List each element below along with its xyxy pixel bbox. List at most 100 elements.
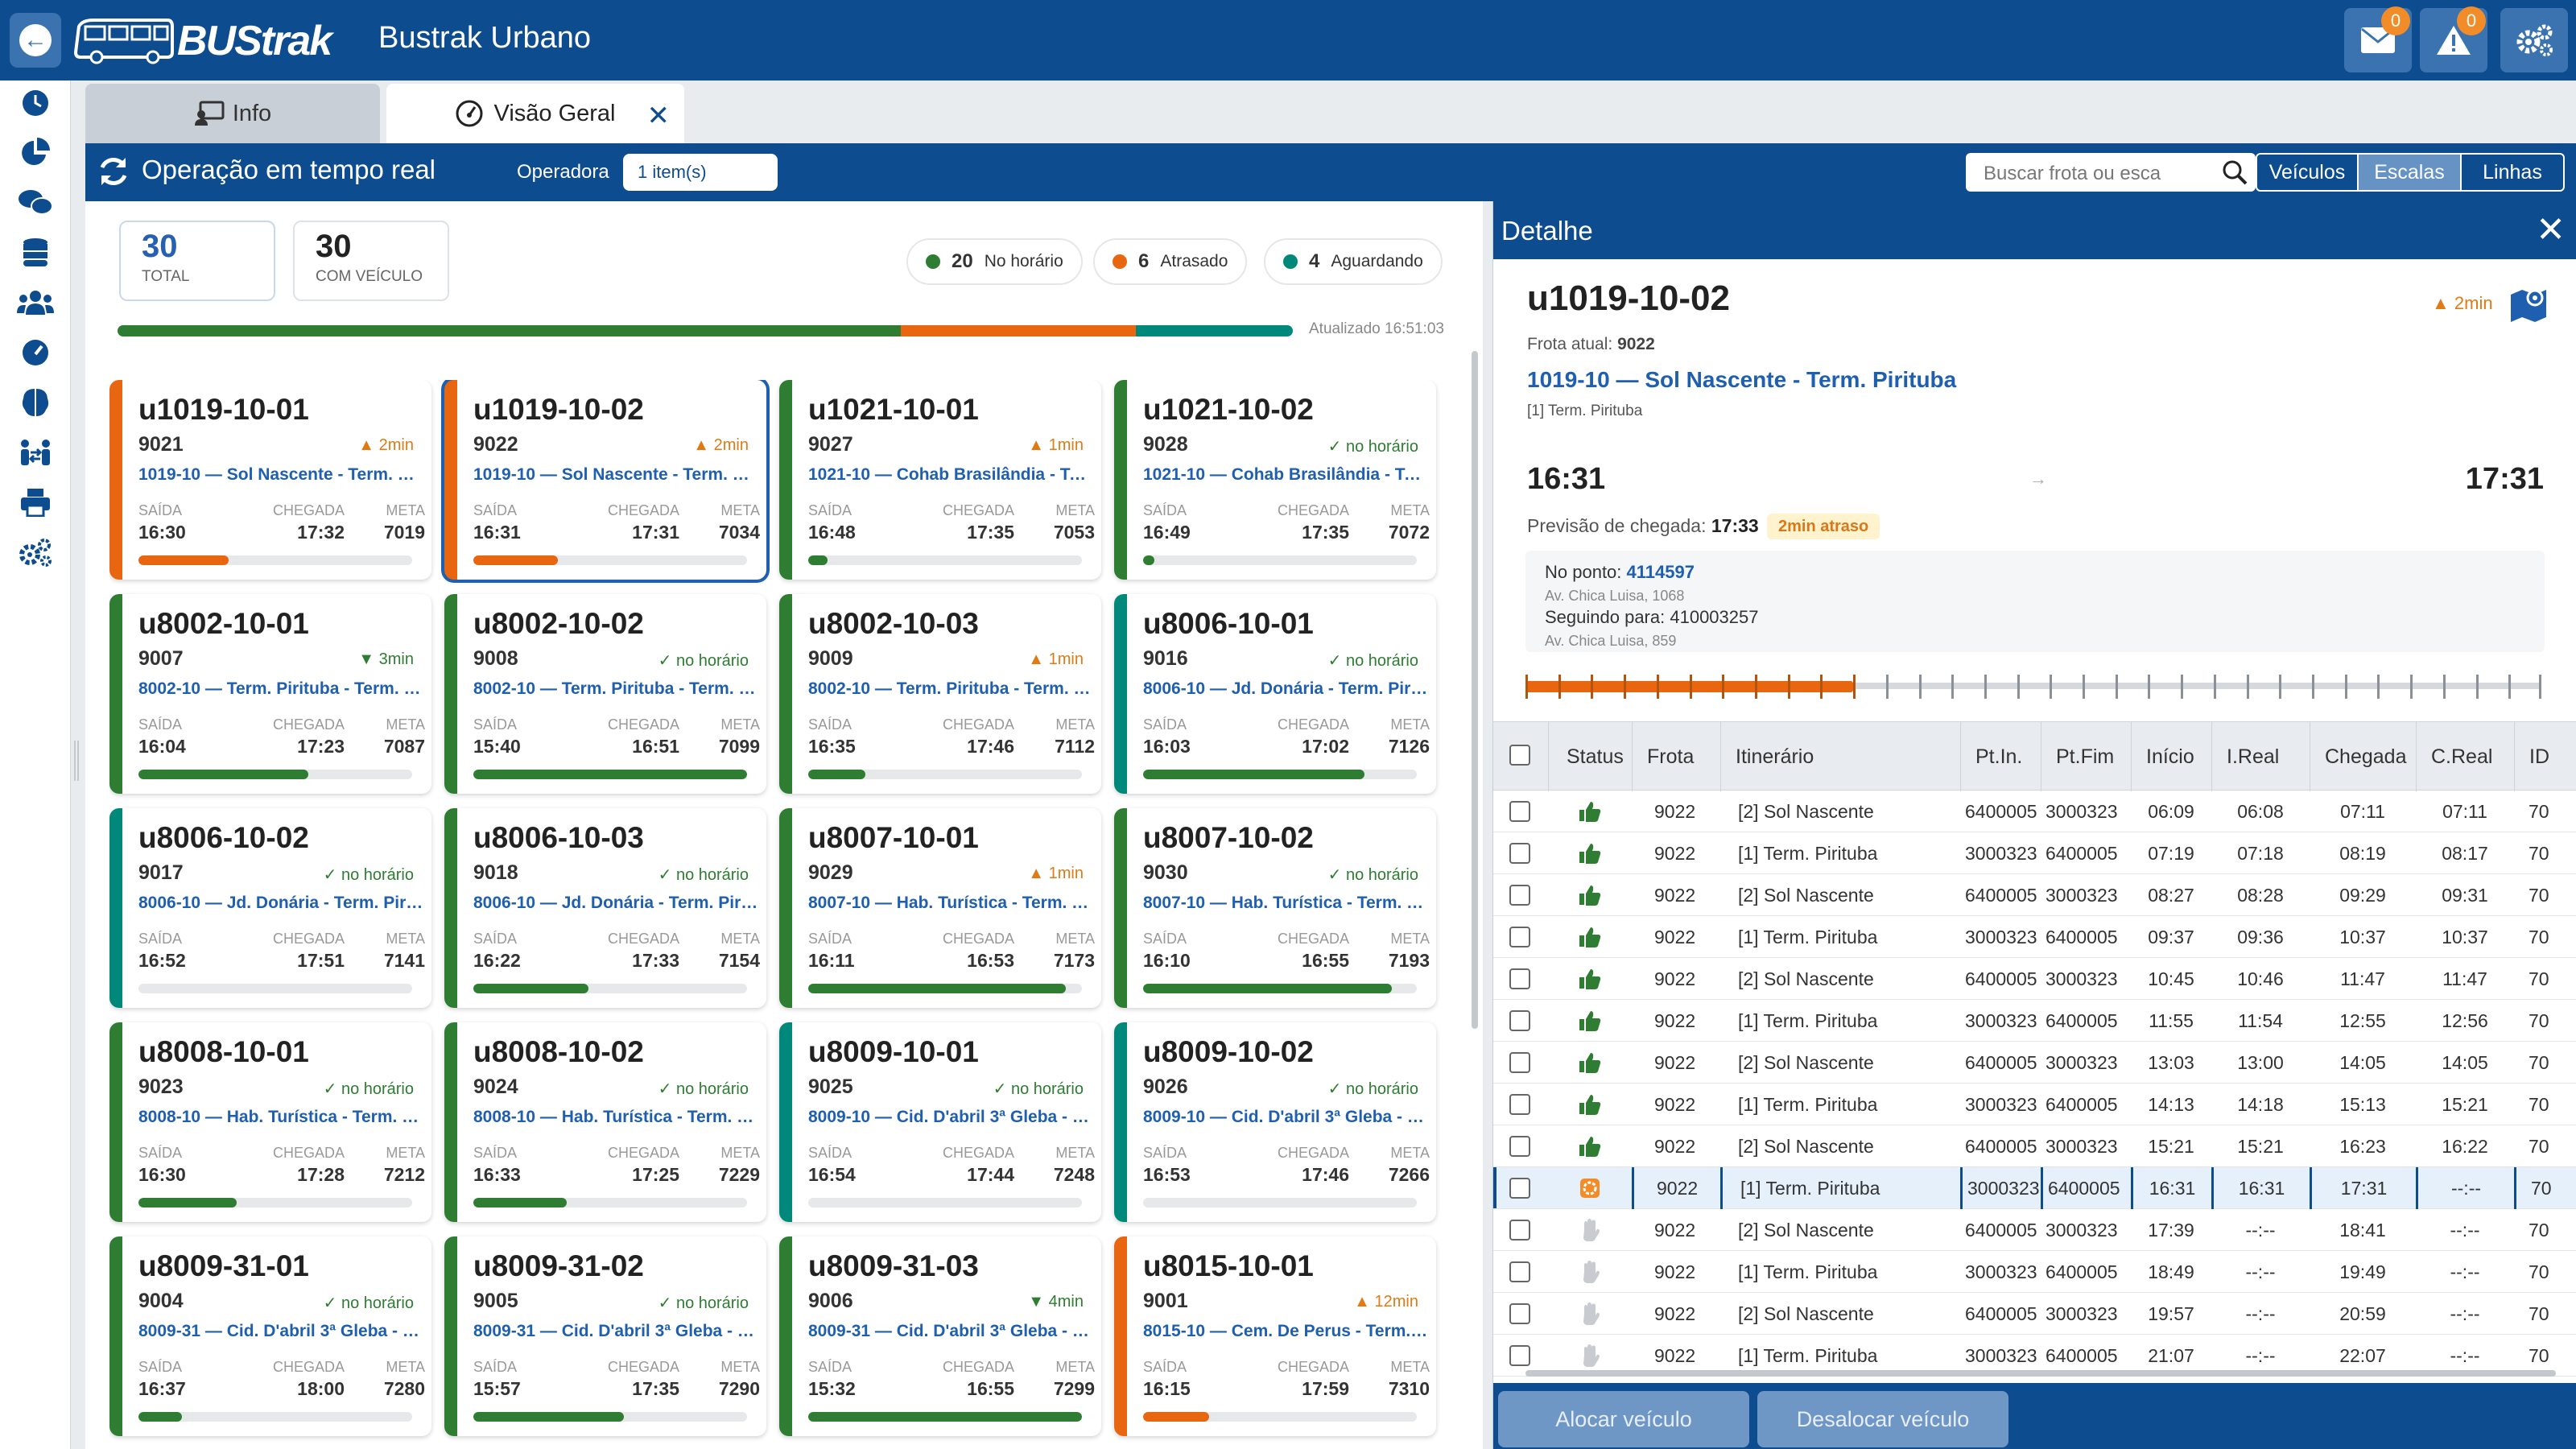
resize-grip[interactable] [74, 741, 79, 781]
table-row[interactable]: 9022 [2] Sol Nascente 6400005 3000323 19:57 -… [1493, 1293, 2576, 1335]
row-checkbox[interactable] [1509, 968, 1530, 989]
schedule-card[interactable]: u8002-10-03 9009 ▲ 1min 8002-10 — Term. Pir… [779, 594, 1101, 794]
settings-button[interactable] [2500, 8, 2568, 72]
alocar-veiculo-button[interactable]: Alocar veículo [1498, 1391, 1749, 1447]
schedule-card[interactable]: u1021-10-02 9028 ✓ no horário 1021-10 — Coh… [1114, 380, 1436, 580]
row-checkbox[interactable] [1509, 1094, 1530, 1115]
back-button[interactable]: ← [10, 13, 61, 68]
current-stop-id[interactable]: 4114597 [1626, 562, 1695, 582]
schedule-card[interactable]: u8009-31-03 9006 ▼ 4min 8009-31 — Cid. D'ab… [779, 1236, 1101, 1436]
select-all-checkbox[interactable] [1509, 745, 1530, 766]
desalocar-veiculo-button[interactable]: Desalocar veículo [1757, 1391, 2008, 1447]
fleet-search-input[interactable]: Buscar frota ou esca [1966, 153, 2256, 192]
database-icon[interactable] [16, 233, 55, 272]
table-row[interactable]: 9022 [1] Term. Pirituba 3000323 6400005 07:1… [1493, 832, 2576, 874]
schedule-card[interactable]: u8009-10-02 9026 ✓ no horário 8009-10 — Cid… [1114, 1022, 1436, 1222]
table-row[interactable]: 9022 [1] Term. Pirituba 3000323 6400005 16:3… [1493, 1167, 2576, 1209]
map-location-icon[interactable] [2509, 285, 2548, 322]
table-row[interactable]: 9022 [1] Term. Pirituba 3000323 6400005 14:1… [1493, 1084, 2576, 1125]
detail-line[interactable]: 1019-10 — Sol Nascente - Term. Pirituba [1527, 367, 1957, 392]
seg-veiculos[interactable]: Veículos [2257, 155, 2359, 190]
alerts-button[interactable]: 0 [2420, 6, 2487, 72]
gauge-icon[interactable] [16, 333, 55, 372]
row-checkbox[interactable] [1509, 801, 1530, 822]
schedule-card[interactable]: u8007-10-01 9029 ▲ 1min 8007-10 — Hab. Turí… [779, 808, 1101, 1008]
table-row[interactable]: 9022 [2] Sol Nascente 6400005 3000323 13:03 1… [1493, 1042, 2576, 1084]
schedule-card[interactable]: u1019-10-02 9022 ▲ 2min 1019-10 — Sol Nasce… [444, 380, 766, 580]
row-checkbox[interactable] [1509, 1136, 1530, 1157]
table-horizontal-scrollbar[interactable] [1525, 1370, 2556, 1377]
schedule-card[interactable]: u8015-10-01 9001 ▲ 12min 8015-10 — Cem. De … [1114, 1236, 1436, 1436]
column-header-itin[interactable]: Itinerário [1720, 722, 1960, 791]
row-chegada: 18:41 [2339, 1219, 2386, 1241]
messages-button[interactable]: 0 [2344, 6, 2412, 72]
table-row[interactable]: 9022 [2] Sol Nascente 6400005 3000323 06:09 0… [1493, 791, 2576, 832]
schedule-card[interactable]: u8009-31-01 9004 ✓ no horário 8009-31 — Cid… [109, 1236, 431, 1436]
tab-visao-geral[interactable]: Visão Geral ✕ [386, 84, 684, 143]
schedule-card[interactable]: u8007-10-02 9030 ✓ no horário 8007-10 — Hab… [1114, 808, 1436, 1008]
table-row[interactable]: 9022 [1] Term. Pirituba 3000323 6400005 11:5… [1493, 1000, 2576, 1042]
schedule-card[interactable]: u8006-10-01 9016 ✓ no horário 8006-10 — Jd.… [1114, 594, 1436, 794]
close-tab-icon[interactable]: ✕ [646, 101, 671, 131]
table-row[interactable]: 9022 [2] Sol Nascente 6400005 3000323 10:45 1… [1493, 958, 2576, 1000]
table-row[interactable]: 9022 [1] Term. Pirituba 3000323 6400005 18:4… [1493, 1251, 2576, 1293]
schedule-card[interactable]: u8002-10-02 9008 ✓ no horário 8002-10 — Ter… [444, 594, 766, 794]
column-header-status[interactable]: Status [1548, 722, 1632, 791]
cards-scrollbar[interactable] [1472, 351, 1478, 1029]
schedule-card[interactable]: u8002-10-01 9007 ▼ 3min 8002-10 — Term. Pir… [109, 594, 431, 794]
row-checkbox[interactable] [1509, 1010, 1530, 1031]
row-checkbox[interactable] [1509, 843, 1530, 864]
column-header-chegada[interactable]: Chegada [2310, 722, 2416, 791]
column-header-ptin[interactable]: Pt.In. [1960, 722, 2041, 791]
chip-atrasado[interactable]: 6 Atrasado [1093, 238, 1248, 285]
column-header-frota[interactable]: Frota [1632, 722, 1720, 791]
column-header-ptfim[interactable]: Pt.Fim [2041, 722, 2131, 791]
seg-escalas[interactable]: Escalas [2359, 155, 2462, 190]
seg-linhas[interactable]: Linhas [2483, 160, 2542, 184]
row-checkbox[interactable] [1509, 1261, 1530, 1282]
schedule-card[interactable]: u1019-10-01 9021 ▲ 2min 1019-10 — Sol Nasce… [109, 380, 431, 580]
row-itin: [1] Term. Pirituba [1738, 842, 1878, 864]
search-icon[interactable] [2222, 159, 2248, 185]
row-checkbox[interactable] [1509, 1345, 1530, 1366]
printer-icon[interactable] [16, 483, 55, 522]
schedule-card[interactable]: u8009-10-01 9025 ✓ no horário 8009-10 — Cid… [779, 1022, 1101, 1222]
row-checkbox[interactable] [1509, 1303, 1530, 1324]
row-checkbox[interactable] [1509, 927, 1530, 947]
row-checkbox[interactable] [1509, 1220, 1530, 1241]
table-row[interactable]: 9022 [1] Term. Pirituba 3000323 6400005 09:3… [1493, 916, 2576, 958]
column-header-ireal[interactable]: I.Real [2211, 722, 2310, 791]
table-row[interactable]: 9022 [2] Sol Nascente 6400005 3000323 17:39 -… [1493, 1209, 2576, 1251]
refresh-icon[interactable] [97, 155, 130, 188]
users-icon[interactable] [16, 283, 55, 322]
row-checkbox[interactable] [1509, 1052, 1530, 1073]
column-header-id[interactable]: ID [2514, 722, 2576, 791]
chip-aguardando[interactable]: 4 Aguardando [1264, 238, 1443, 285]
schedule-card[interactable]: u8008-10-01 9023 ✓ no horário 8008-10 — Hab… [109, 1022, 431, 1222]
chegada-value: 17:28 [297, 1164, 345, 1185]
schedule-card[interactable]: u8008-10-02 9024 ✓ no horário 8008-10 — Hab… [444, 1022, 766, 1222]
schedule-card[interactable]: u8009-31-02 9005 ✓ no horário 8009-31 — Cid… [444, 1236, 766, 1436]
column-header-inicio[interactable]: Início [2131, 722, 2211, 791]
chat-icon[interactable] [16, 184, 55, 222]
brain-icon[interactable] [16, 383, 55, 422]
row-id: 70 [2514, 1167, 2576, 1209]
pie-chart-icon[interactable] [16, 134, 55, 172]
settings-gears-icon[interactable] [16, 533, 55, 572]
row-checkbox[interactable] [1509, 885, 1530, 906]
schedule-card[interactable]: u8006-10-03 9018 ✓ no horário 8006-10 — Jd.… [444, 808, 766, 1008]
table-row[interactable]: 9022 [2] Sol Nascente 6400005 3000323 15:21 1… [1493, 1125, 2576, 1167]
schedule-card[interactable]: u8006-10-02 9017 ✓ no horário 8006-10 — Jd.… [109, 808, 431, 1008]
table-row[interactable]: 9022 [2] Sol Nascente 6400005 3000323 08:27 0… [1493, 874, 2576, 916]
close-detail-icon[interactable]: ✕ [2536, 210, 2566, 250]
column-header-creal[interactable]: C.Real [2416, 722, 2514, 791]
clock-icon[interactable] [16, 84, 55, 122]
chegada-value: 17:32 [297, 522, 345, 543]
thumbs-up-icon [1579, 1137, 1601, 1157]
row-checkbox[interactable] [1509, 1178, 1530, 1199]
chip-no-horario[interactable]: 20 No horário [906, 238, 1083, 285]
schedule-card[interactable]: u1021-10-01 9027 ▲ 1min 1021-10 — Cohab Bra… [779, 380, 1101, 580]
operator-select[interactable]: 1 item(s) [623, 154, 778, 191]
tab-info[interactable]: Info [85, 84, 380, 143]
people-arrows-icon[interactable] [16, 433, 55, 472]
